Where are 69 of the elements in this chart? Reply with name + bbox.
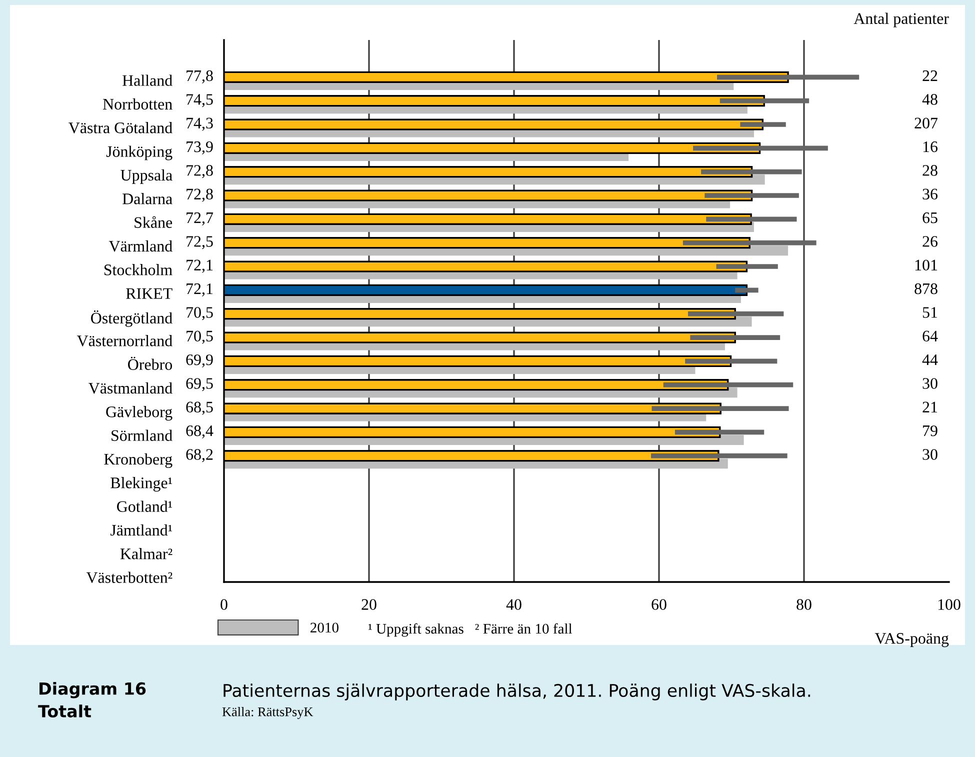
- data-label: 74,5: [186, 94, 213, 108]
- y-tick-label: Östergötland: [91, 310, 172, 327]
- annotation: 79: [923, 425, 938, 436]
- y-tick-label: Västra Götaland: [68, 122, 172, 134]
- annotation: 64: [922, 330, 938, 342]
- data-label: 70,5: [186, 307, 213, 320]
- text: Diagram 16 Totalt: [38, 682, 146, 718]
- x-tick-label: 40: [506, 599, 522, 610]
- y-tick-label: Västernorrland: [76, 335, 172, 346]
- text: Källa: RättsPsyK: [222, 707, 314, 719]
- y-tick-label: Västmanland: [88, 382, 172, 394]
- annotation: 30: [922, 378, 938, 389]
- text: Patienternas självrapporterade hälsa, 2011. Poäng enligt VAS-skala.: [224, 684, 810, 700]
- x-tick-label: 100: [938, 599, 960, 610]
- x-tick-label: 20: [362, 599, 376, 610]
- data-label: 68,5: [186, 402, 213, 415]
- annotation: 21: [922, 402, 938, 412]
- annotation: 65: [922, 212, 938, 224]
- data-label: 68,4: [186, 425, 214, 438]
- data-label: 77,8: [186, 70, 213, 84]
- y-tick-label: Blekinge¹: [110, 477, 172, 492]
- y-tick-label: Västerbotten²: [86, 572, 172, 584]
- data-label: 72,7: [186, 212, 214, 226]
- x-tick-label: 80: [796, 599, 812, 610]
- data-label: 68,2: [186, 449, 213, 462]
- y-tick-label: Sörmland: [112, 430, 172, 441]
- y-tick-label: RIKET: [126, 288, 172, 299]
- data-label: 69,5: [186, 378, 213, 392]
- x-tick-label: 0: [220, 599, 228, 610]
- annotation: 28: [922, 165, 938, 176]
- data-label: 72,8: [186, 165, 213, 178]
- x-axis-title: VAS-poäng: [874, 633, 949, 648]
- text: Antal patienter: [854, 12, 949, 28]
- annotation: 16: [923, 141, 938, 152]
- data-label: 72,5: [186, 236, 213, 250]
- data-label: 70,5: [186, 330, 213, 344]
- x-tick-label: 60: [652, 599, 666, 610]
- y-tick-label: Halland: [122, 74, 172, 86]
- y-tick-label: Dalarna: [122, 193, 172, 204]
- data-label: 72,1: [186, 283, 213, 296]
- annotation: 22: [922, 70, 938, 81]
- annotation: 26: [922, 236, 938, 247]
- annotation: 44: [922, 354, 938, 366]
- annotation: 48: [922, 94, 938, 105]
- annotation: 30: [922, 449, 938, 460]
- data-label: 74,3: [186, 118, 213, 131]
- y-tick-label: Örebro: [128, 356, 172, 370]
- text: ¹ Uppgift saknas ² Färre än 10 fall: [368, 623, 572, 637]
- y-tick-label: Kalmar²: [120, 548, 172, 560]
- annotation: 51: [922, 307, 938, 318]
- annotation: 36: [922, 188, 938, 200]
- y-tick-label: Norrbotten: [102, 98, 172, 110]
- y-tick-label: Gotland¹: [117, 500, 172, 512]
- data-label: 69,9: [186, 354, 213, 368]
- data-label: 72,1: [186, 260, 213, 273]
- data-label: 73,9: [186, 141, 213, 154]
- y-tick-label: Kronoberg: [104, 453, 172, 468]
- y-tick-label: Gävleborg: [106, 406, 172, 421]
- y-tick-label: Jämtland¹: [110, 524, 172, 536]
- annotation: 101: [915, 260, 938, 270]
- annotation: 878: [914, 283, 938, 294]
- y-tick-label: Uppsala: [120, 169, 172, 184]
- y-tick-label: Stockholm: [104, 264, 172, 276]
- annotation: 207: [914, 118, 938, 128]
- y-tick-label: Skåne: [134, 216, 172, 228]
- text: 2010: [310, 622, 338, 633]
- y-tick-label: Värmland: [108, 240, 172, 252]
- y-tick-label: Jönköping: [106, 146, 172, 160]
- data-label: 72,8: [186, 188, 213, 202]
